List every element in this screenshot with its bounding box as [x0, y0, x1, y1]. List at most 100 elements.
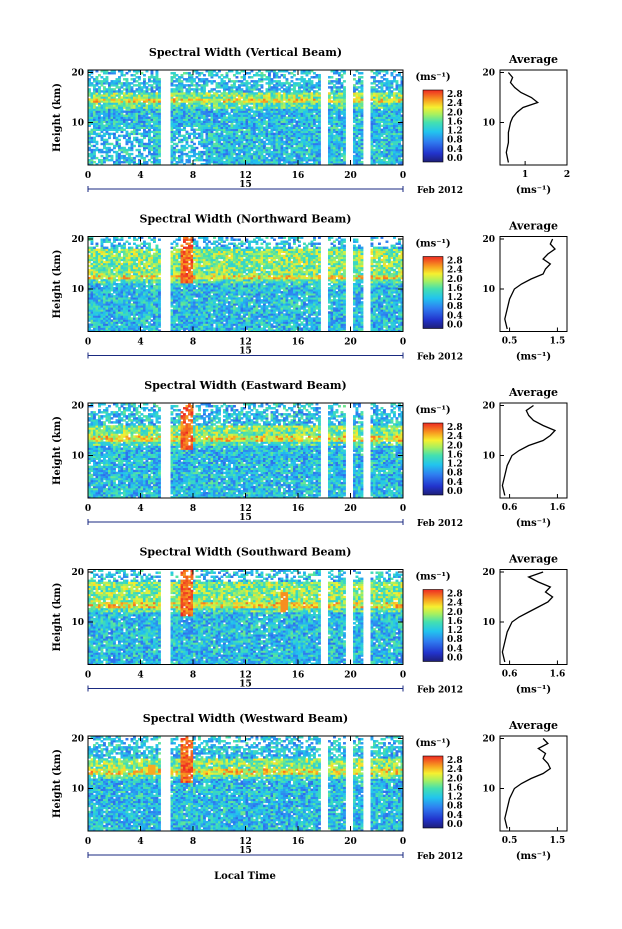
heatmap-cell [245, 82, 249, 85]
heatmap-cell [315, 158, 319, 162]
heatmap-cell [183, 96, 186, 99]
heatmap-cell [200, 154, 204, 158]
heatmap-cell [198, 98, 201, 101]
heatmap-cell [135, 136, 139, 140]
heatmap-cell [118, 106, 121, 109]
heatmap-cell [243, 148, 246, 152]
heatmap-cell [318, 82, 321, 85]
heatmap-cell [203, 80, 206, 83]
heatmap-cell [198, 124, 201, 127]
heatmap-cell [125, 80, 129, 83]
heatmap-cell [240, 136, 244, 140]
heatmap-cell [105, 110, 109, 113]
heatmap-cell [225, 94, 229, 97]
heatmap-cell [305, 118, 309, 121]
heatmap-cell [133, 162, 136, 166]
heatmap-cell [228, 138, 231, 142]
heatmap-cell [265, 160, 269, 164]
heatmap-cell [145, 104, 149, 107]
heatmap-cell [175, 130, 179, 134]
heatmap-cell [373, 86, 376, 89]
heatmap-cell [328, 136, 331, 140]
heatmap-cell [205, 148, 209, 152]
heatmap-cell [233, 158, 236, 162]
heatmap-cell [105, 94, 109, 97]
heatmap-cell [88, 84, 91, 87]
heatmap-cell [195, 136, 199, 140]
heatmap-cell [218, 162, 221, 166]
heatmap-cell [150, 124, 154, 127]
heatmap-cell [155, 144, 159, 148]
heatmap-cell [208, 74, 211, 77]
heatmap-cell [240, 114, 244, 117]
heatmap-cell [233, 136, 236, 140]
heatmap-cell [123, 102, 126, 105]
heatmap-cell [353, 124, 356, 127]
heatmap-cell [243, 154, 246, 158]
heatmap-cell [225, 162, 229, 166]
heatmap-cell [148, 118, 151, 121]
heatmap-cell [265, 112, 269, 115]
heatmap-cell [125, 82, 129, 85]
heatmap-cell [193, 128, 196, 132]
heatmap-cell [298, 132, 301, 136]
heatmap-cell [118, 120, 121, 123]
heatmap-cell [255, 84, 259, 87]
heatmap-cell [263, 112, 266, 115]
heatmap-cell [105, 128, 109, 132]
heatmap-cell [290, 92, 294, 95]
heatmap-cell [308, 138, 311, 142]
heatmap-cell [110, 106, 114, 109]
heatmap-cell [278, 142, 281, 146]
heatmap-cell [175, 116, 179, 119]
heatmap-cell [295, 104, 299, 107]
heatmap-cell [290, 102, 294, 105]
heatmap-cell [125, 116, 129, 119]
heatmap-cell [238, 112, 241, 115]
heatmap-cell [223, 114, 226, 117]
heatmap-cell [233, 116, 236, 119]
heatmap-cell [233, 144, 236, 148]
heatmap-cell [203, 100, 206, 103]
heatmap-cell [188, 88, 191, 91]
heatmap-cell [93, 80, 96, 83]
heatmap-cell [283, 84, 286, 87]
heatmap-cell [293, 70, 296, 73]
heatmap-cell [223, 102, 226, 105]
heatmap-cell [90, 84, 94, 87]
heatmap-cell [220, 122, 224, 125]
heatmap-cell [255, 88, 259, 91]
heatmap-cell [265, 76, 269, 79]
heatmap-cell [265, 90, 269, 93]
heatmap-cell [98, 96, 101, 99]
heatmap-cell [265, 70, 269, 73]
heatmap-cell [158, 120, 161, 123]
heatmap-cell [115, 84, 119, 87]
heatmap-cell [285, 106, 289, 109]
heatmap-cell [315, 92, 319, 95]
heatmap-cell [153, 94, 156, 97]
heatmap-cell [135, 98, 139, 101]
heatmap-cell [188, 86, 191, 89]
heatmap-cell [245, 138, 249, 142]
heatmap-cell [273, 108, 276, 111]
heatmap-cell [295, 142, 299, 146]
heatmap-cell [190, 80, 194, 83]
heatmap-cell [195, 104, 199, 107]
heatmap-cell [308, 80, 311, 83]
heatmap-cell [263, 114, 266, 117]
heatmap-cell [150, 80, 154, 83]
heatmap-cell [205, 70, 209, 73]
heatmap-cell [235, 114, 239, 117]
heatmap-cell [308, 110, 311, 113]
heatmap-cell [285, 126, 289, 130]
heatmap-cell [248, 126, 251, 130]
heatmap-cell [318, 154, 321, 158]
heatmap-cell [263, 120, 266, 123]
heatmap-cell [358, 86, 361, 89]
heatmap-cell [100, 76, 104, 79]
heatmap-cell [173, 132, 176, 136]
heatmap-cell [298, 114, 301, 117]
heatmap-cell [200, 78, 204, 81]
heatmap-cell [303, 152, 306, 156]
